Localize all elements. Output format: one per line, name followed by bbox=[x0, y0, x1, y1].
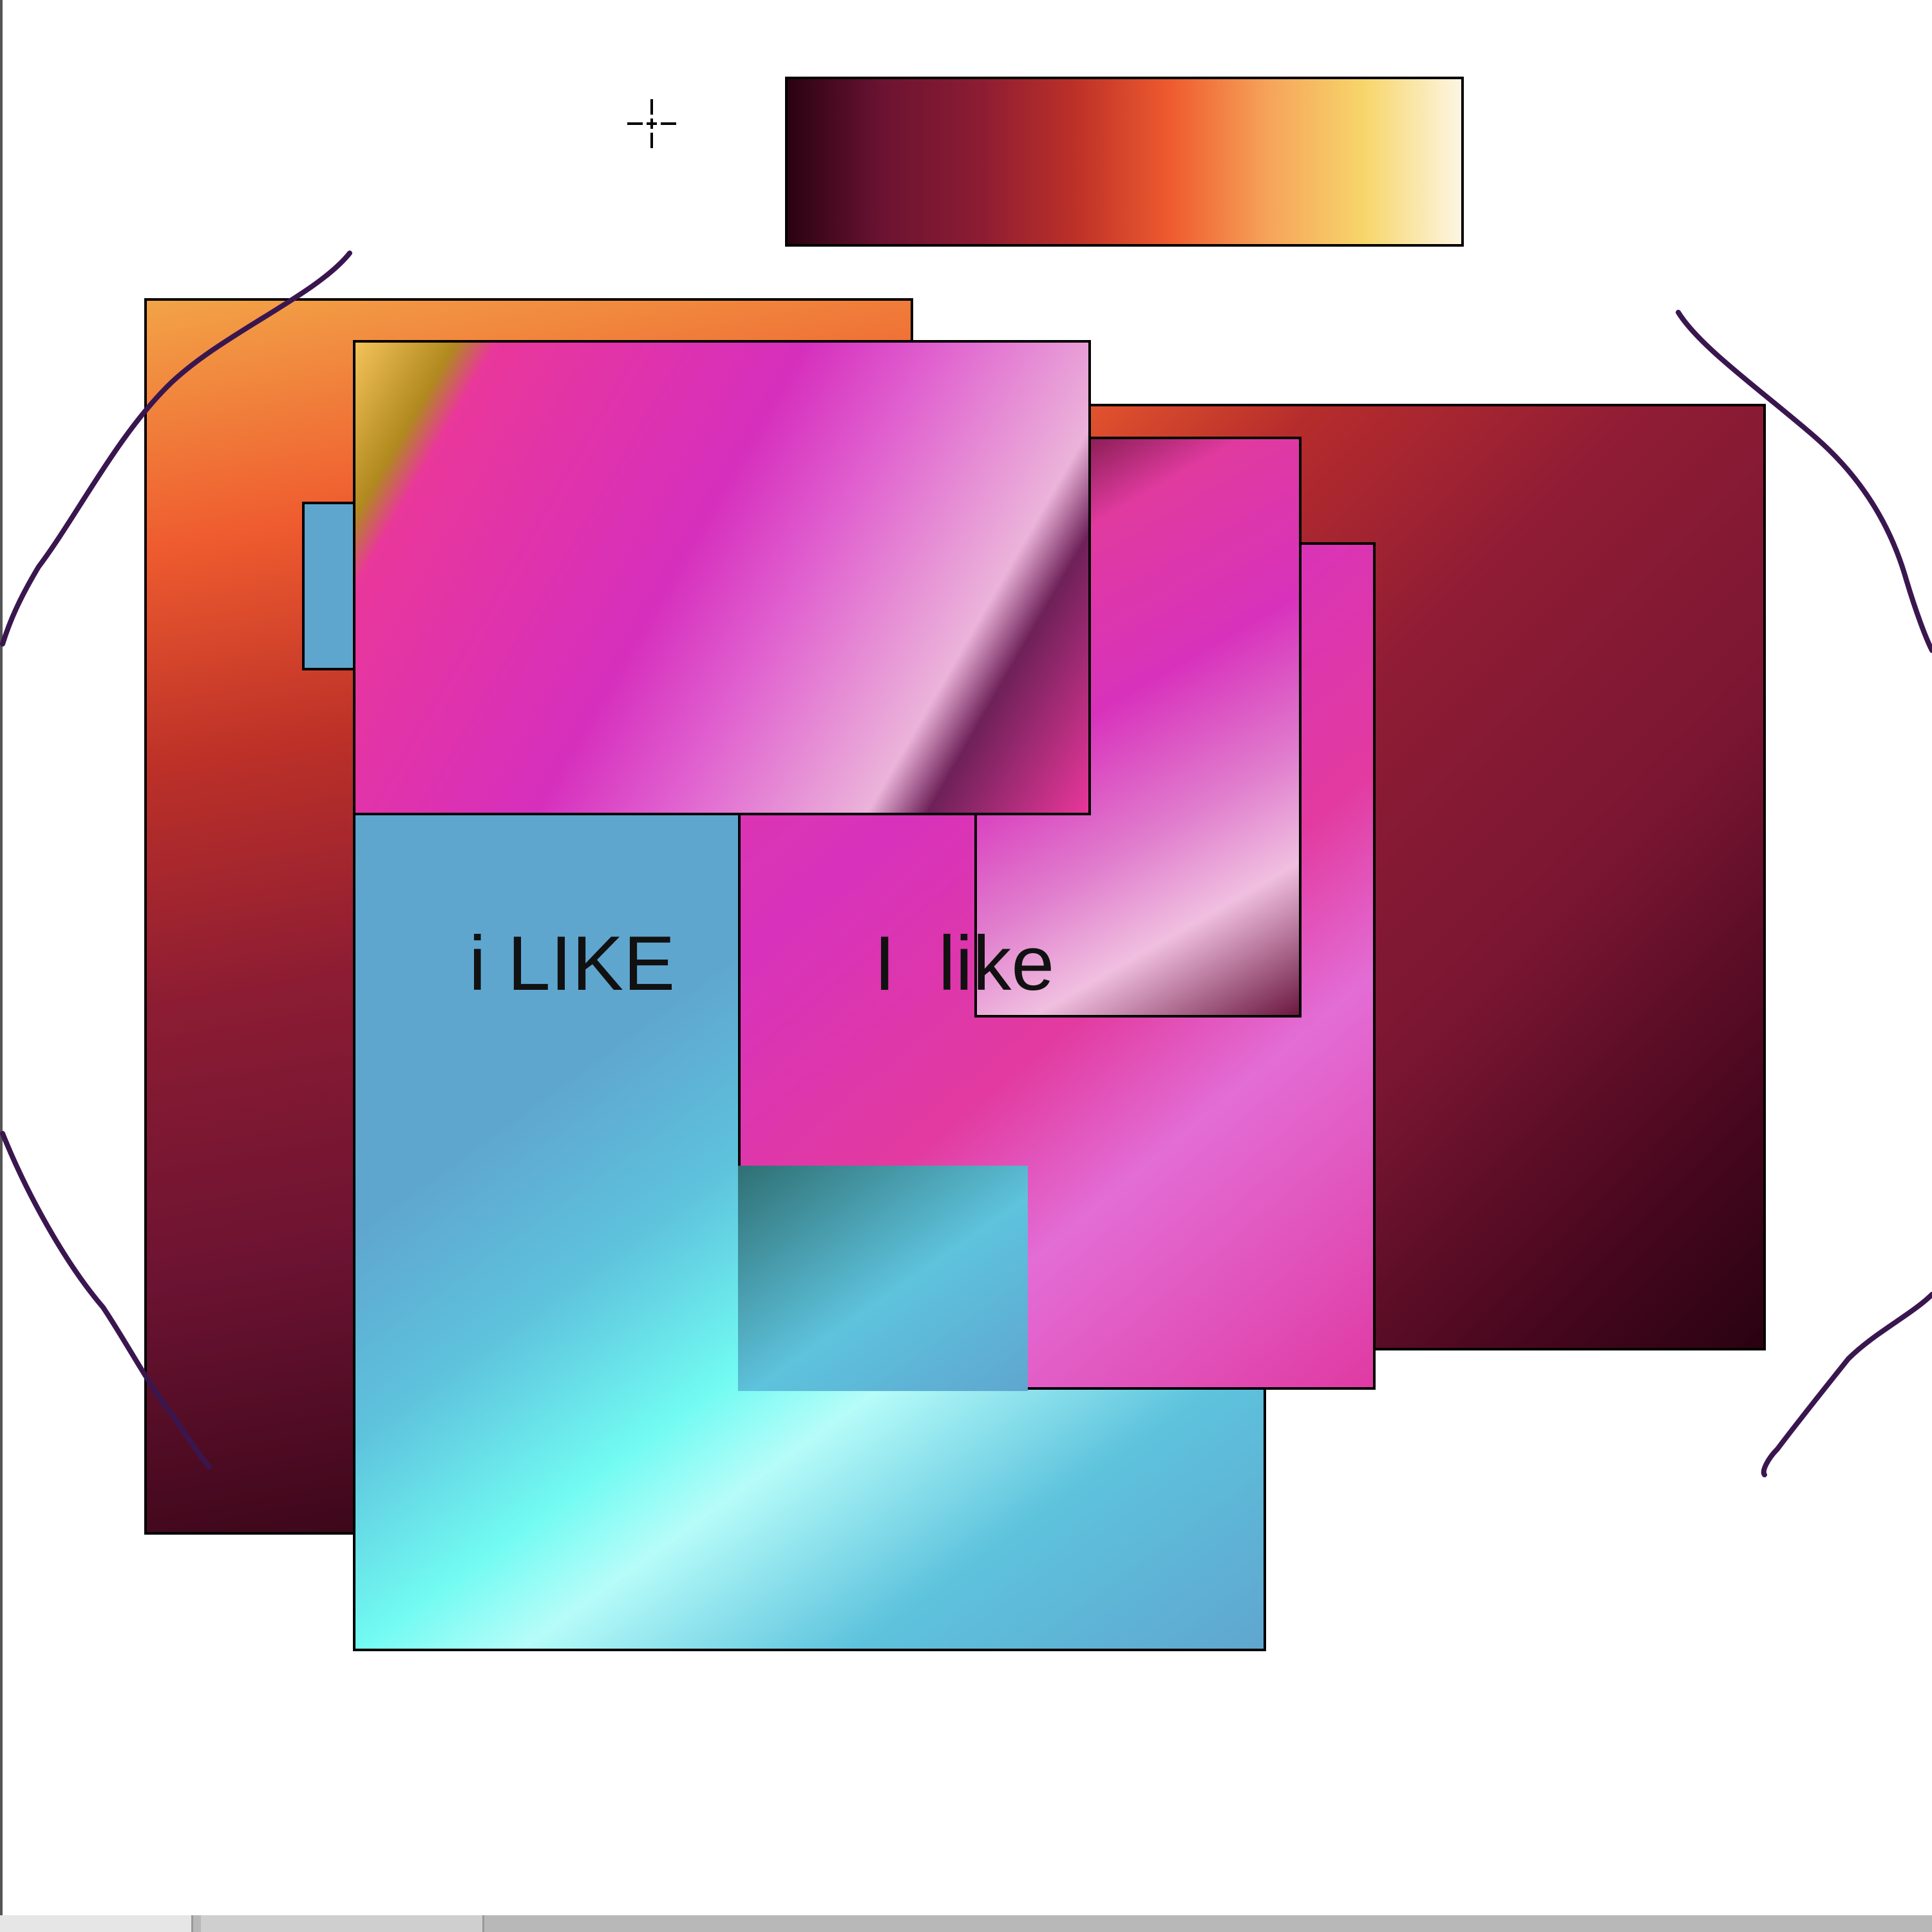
caption-i-like-upper[interactable]: i LIKE bbox=[469, 920, 676, 1007]
scrollbar-thumb-left[interactable] bbox=[0, 1915, 193, 1932]
stroke-right-lower[interactable] bbox=[1761, 1292, 1932, 1477]
stroke-right-upper[interactable] bbox=[1676, 310, 1932, 653]
canvas-left-border bbox=[0, 0, 3, 1916]
stroke-left-upper[interactable] bbox=[0, 251, 352, 647]
stroke-left-lower[interactable] bbox=[0, 1131, 212, 1470]
cyan-corner-overlay bbox=[738, 1166, 1028, 1391]
crosshair-icon bbox=[627, 99, 676, 148]
gradient-palette-strip[interactable] bbox=[785, 77, 1464, 247]
scrollbar-thumb-right[interactable] bbox=[201, 1915, 484, 1932]
caption-i-like-lower[interactable]: I like bbox=[874, 920, 1055, 1007]
pink-gradient-panel-top[interactable] bbox=[353, 340, 1091, 815]
